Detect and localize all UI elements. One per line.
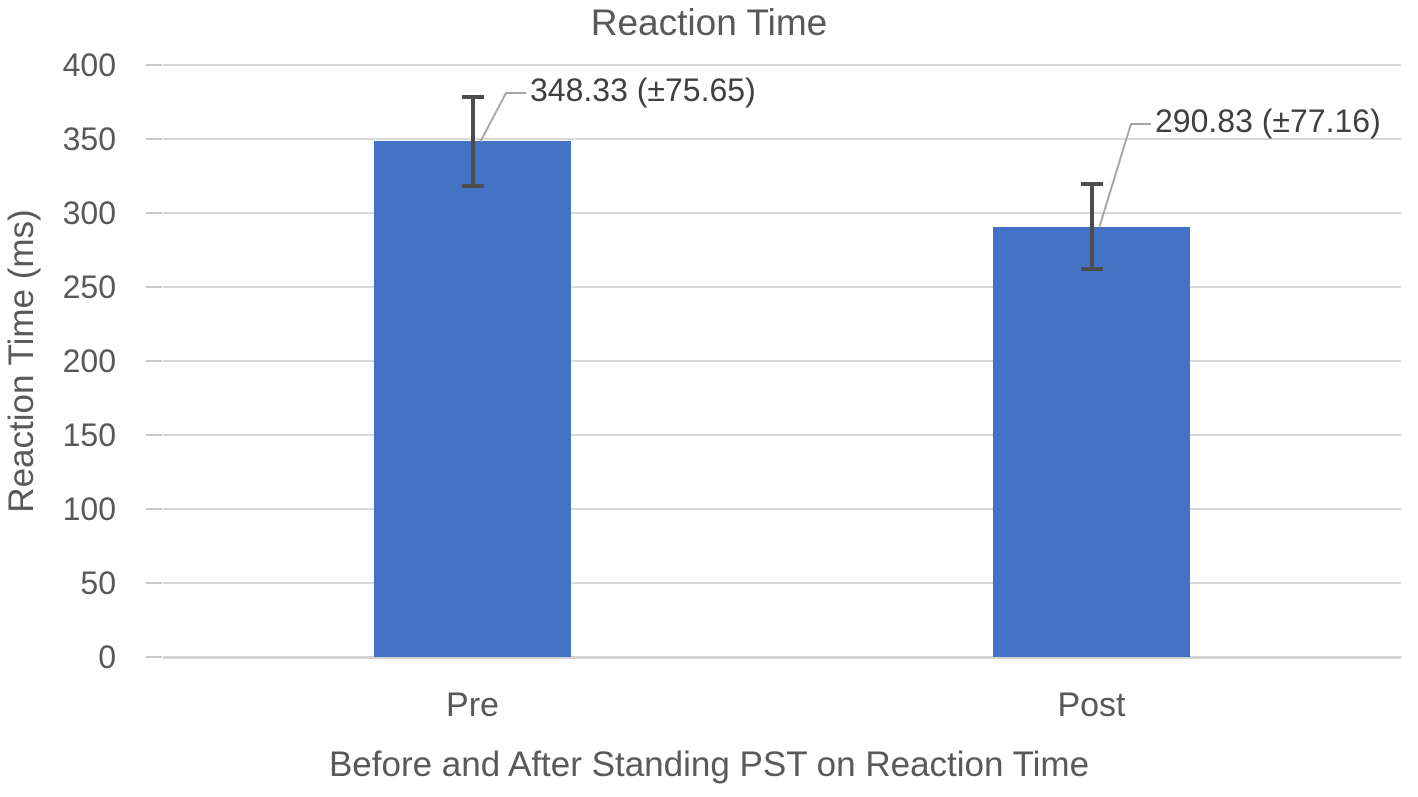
gridline [163,138,1401,140]
y-axis-tick-label: 250 [62,269,116,305]
y-axis-tick-mark [146,582,162,584]
y-axis-tick-label: 200 [62,343,116,379]
y-axis-tick-mark [146,656,162,658]
bar-post [993,226,1190,657]
gridline [163,360,1401,362]
y-axis-tick-label: 100 [62,491,116,527]
gridline [163,64,1401,66]
plot-area [163,64,1401,659]
gridline [163,286,1401,288]
y-axis-tick-mark [146,360,162,362]
gridline [163,508,1401,510]
gridline [163,434,1401,436]
y-axis-tick-label: 0 [98,639,116,675]
data-label-post: 290.83 (±77.16) [1155,103,1381,139]
y-axis-tick-label: 50 [80,565,116,601]
error-bar-cap [1080,267,1103,272]
x-axis-title: Before and After Standing PST on Reactio… [328,745,1090,784]
gridline [163,212,1401,214]
y-axis-tick-label: 150 [62,417,116,453]
error-bar-cap [1080,181,1103,186]
y-axis-tick-mark [146,286,162,288]
y-axis-tick-mark [146,434,162,436]
y-axis-tick-label: 300 [62,195,116,231]
y-axis-tick-mark [146,508,162,510]
y-axis-tick-mark [146,212,162,214]
x-axis-line [163,656,1401,659]
category-label-pre: Pre [446,686,499,724]
category-label-post: Post [1057,686,1126,724]
error-bar-cap [461,95,484,100]
error-bar-cap [461,183,484,188]
error-bar [470,97,475,186]
error-bar [1089,183,1094,270]
y-axis-tick-label: 400 [62,47,116,83]
y-axis-tick-mark [146,64,162,66]
gridline [163,582,1401,584]
chart-title: Reaction Time [590,2,828,43]
y-axis-tick-mark [146,138,162,140]
y-axis-tick-label: 350 [62,121,116,157]
bar-pre [374,141,571,657]
data-label-pre: 348.33 (±75.65) [530,72,756,108]
